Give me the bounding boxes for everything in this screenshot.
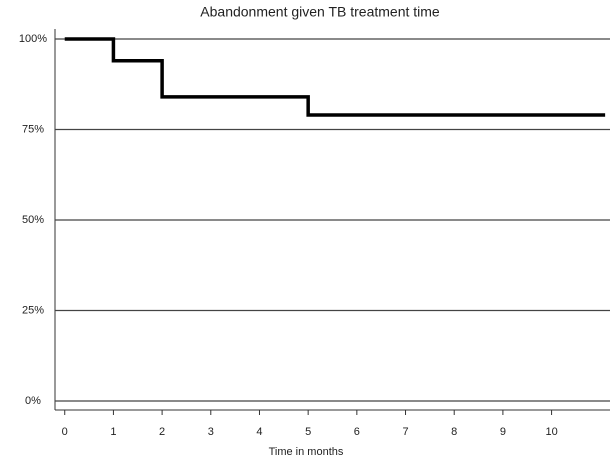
x-tick-label: 1: [110, 426, 116, 438]
x-tick-label: 7: [402, 426, 408, 438]
y-tick-label: 100%: [19, 33, 47, 45]
x-tick-label: 3: [208, 426, 214, 438]
x-axis-label: Time in months: [269, 446, 344, 458]
y-tick-label: 75%: [22, 123, 44, 135]
x-tick-label: 5: [305, 426, 311, 438]
y-tick-label: 50%: [22, 214, 44, 226]
x-tick-label: 9: [500, 426, 506, 438]
y-tick-label: 25%: [22, 304, 44, 316]
step-line: [64, 37, 606, 117]
x-tick-label: 0: [62, 426, 68, 438]
y-tick-label: 0%: [25, 395, 41, 407]
x-tick-label: 6: [354, 426, 360, 438]
x-tick-label: 4: [256, 426, 262, 438]
x-tick-label: 10: [545, 426, 557, 438]
x-tick-label: 8: [451, 426, 457, 438]
chart-title: Abandonment given TB treatment time: [200, 4, 440, 20]
x-tick-label: 2: [159, 426, 165, 438]
